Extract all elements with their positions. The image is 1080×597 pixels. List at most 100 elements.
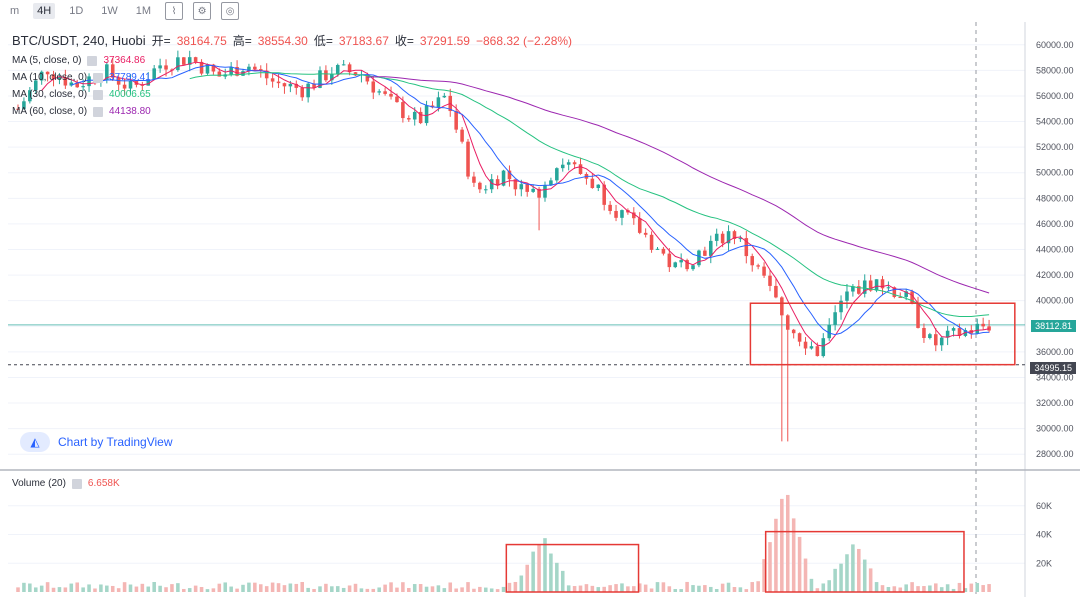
volume-bar	[934, 583, 938, 592]
ma5-settings-icon[interactable]	[87, 55, 98, 66]
candle-body	[928, 334, 932, 338]
volume-bar	[957, 582, 962, 592]
ma60-settings-icon[interactable]	[93, 106, 104, 117]
volume-bar	[916, 586, 920, 592]
candle-body	[637, 218, 642, 233]
candle-body	[270, 78, 275, 82]
volume-bar	[318, 586, 322, 592]
volume-bar	[892, 586, 897, 592]
candle-body	[910, 291, 914, 304]
volume-bar	[495, 589, 500, 592]
candle-body	[590, 178, 595, 188]
volume-bar	[324, 583, 328, 592]
volume-bar	[270, 582, 275, 592]
candle-body	[205, 64, 210, 74]
volume-bar	[543, 538, 547, 592]
volume-bar	[821, 583, 826, 592]
volume-bar	[572, 586, 577, 592]
volume-bar	[258, 584, 263, 592]
volume-bar	[774, 518, 778, 592]
candle-body	[45, 71, 50, 75]
candle-body	[51, 74, 56, 79]
ma30-line	[189, 72, 990, 317]
candle-body	[643, 232, 648, 235]
volume-bar	[199, 586, 204, 592]
candle-body	[679, 260, 683, 263]
candle-body	[312, 83, 316, 88]
volume-bar	[306, 587, 310, 592]
tradingview-watermark[interactable]: ◭ Chart by TradingView	[20, 432, 173, 452]
volume-bar	[389, 582, 393, 592]
candle-body	[785, 315, 790, 330]
candle-body	[258, 69, 263, 71]
volume-bar	[282, 585, 287, 592]
candle-body	[57, 77, 62, 79]
candle-body	[401, 102, 405, 119]
interval-1m[interactable]: 1M	[135, 5, 152, 17]
volume-bar	[945, 584, 950, 592]
volume-bar	[122, 582, 127, 592]
snapshot-icon[interactable]: ◎	[221, 2, 240, 20]
ma10-row: MA (10, close, 0) 37789.41	[12, 69, 151, 86]
volume-bar	[16, 587, 20, 592]
volume-bar	[880, 585, 885, 592]
candle-body	[182, 57, 186, 65]
volume-bar	[939, 587, 944, 592]
volume-bar	[247, 582, 251, 592]
candle-body	[845, 291, 849, 301]
volume-bar	[667, 586, 672, 592]
candle-body	[975, 323, 980, 334]
volume-bar	[140, 583, 145, 592]
candle-body	[22, 101, 26, 109]
interval-4h[interactable]: 4H	[33, 3, 56, 19]
volume-bar	[827, 580, 831, 592]
volume-bar	[951, 588, 956, 592]
interval-1d[interactable]: 1D	[69, 5, 84, 17]
volume-bar	[531, 551, 535, 592]
candle-body	[768, 275, 772, 286]
volume-bar	[134, 586, 139, 592]
volume-bar	[501, 586, 506, 592]
candle-body	[152, 68, 156, 80]
ohlc-legend: BTC/USDT, 240, Huobi 开= 38164.75 高= 38554.…	[12, 32, 572, 49]
volume-bar	[809, 578, 814, 592]
volume-bar	[963, 588, 968, 592]
volume-bar	[187, 588, 192, 592]
volume-bar	[478, 586, 482, 592]
chart-type-icon[interactable]: ⌇	[165, 2, 184, 20]
candle-body	[691, 265, 695, 270]
candle-body	[235, 66, 239, 76]
candle-body	[862, 280, 867, 294]
volume-bar	[442, 588, 447, 592]
volume-bar	[655, 582, 660, 592]
volume-bar	[241, 584, 245, 592]
volume-bar	[81, 587, 85, 592]
volume-bar	[466, 582, 470, 592]
candle-body	[549, 180, 553, 186]
candle-body	[253, 66, 257, 70]
volume-legend: Volume (20) 6.658K	[12, 478, 120, 489]
candle-body	[513, 179, 518, 190]
volume-bar	[401, 582, 405, 592]
volume-settings-icon[interactable]	[71, 478, 82, 489]
volume-bar	[785, 494, 790, 592]
volume-bar	[407, 587, 411, 592]
interval-minute[interactable]: m	[10, 5, 20, 17]
volume-bar	[193, 585, 198, 592]
volume-bar	[335, 586, 340, 592]
volume-bar	[353, 583, 358, 592]
volume-bar	[898, 587, 903, 592]
volume-bar	[857, 548, 861, 592]
ma10-line	[71, 64, 990, 336]
settings-icon[interactable]: ⚙	[193, 2, 212, 20]
volume-bar	[738, 587, 743, 592]
current-price-tag: 38112.81	[1031, 320, 1076, 332]
ma10-settings-icon[interactable]	[93, 72, 104, 83]
candle-body	[614, 210, 618, 218]
interval-1w[interactable]: 1W	[101, 5, 118, 17]
candle-body	[756, 265, 760, 267]
candle-body	[377, 91, 381, 93]
price-tick-label: 34000.00	[1036, 372, 1074, 382]
ma30-settings-icon[interactable]	[93, 89, 104, 100]
volume-bar	[608, 585, 612, 592]
